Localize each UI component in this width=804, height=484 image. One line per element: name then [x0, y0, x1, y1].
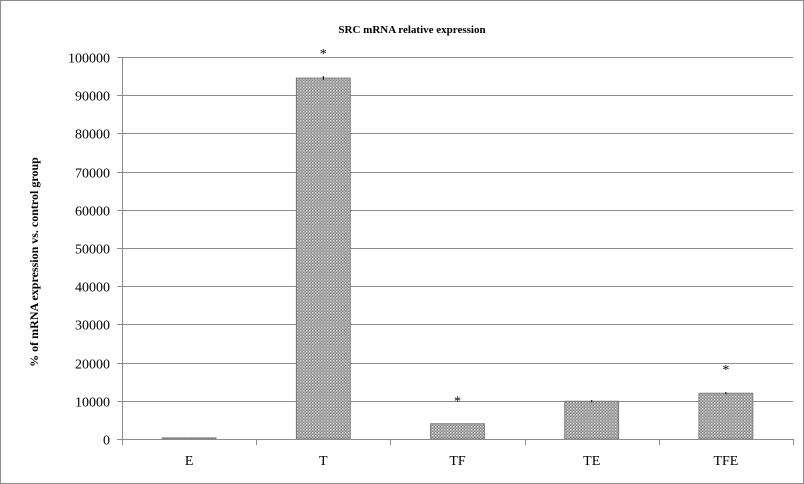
y-tick-label: 90000: [75, 90, 110, 105]
bar-t: [295, 77, 351, 440]
y-tick-label: 70000: [75, 167, 110, 182]
bars: [161, 76, 754, 440]
significance-marker: *: [454, 395, 461, 410]
y-tick-label: 80000: [75, 128, 110, 143]
significance-marker: *: [722, 363, 729, 378]
y-tick-label: 40000: [75, 281, 110, 296]
y-tick-label: 0: [103, 434, 110, 449]
grid-lines: [122, 57, 793, 402]
x-tick-label: TFE: [713, 454, 738, 469]
x-tick-label: E: [185, 454, 194, 469]
significance-marker: *: [320, 47, 327, 62]
y-tick-label: 50000: [75, 243, 110, 258]
x-tick-label: TE: [583, 454, 600, 469]
bar-e: [161, 437, 217, 440]
annotations: * * *: [320, 47, 730, 410]
y-tick-label: 30000: [75, 319, 110, 334]
y-tick-label: 20000: [75, 358, 110, 373]
bar-te: [564, 400, 620, 440]
y-tick-label: 100000: [68, 52, 110, 67]
chart-title: SRC mRNA relative expression: [338, 24, 485, 36]
x-tick-label: TF: [449, 454, 466, 469]
y-tick-label: 60000: [75, 205, 110, 220]
y-axis-label: % of mRNA expression vs. control group: [27, 157, 41, 367]
x-tick-label: T: [319, 454, 328, 469]
y-axis-ticks: 0 10000 20000 30000 40000 50000 60000 70000 8000…: [68, 52, 122, 449]
x-axis-ticks: E T TF TE TFE: [122, 439, 794, 469]
y-tick-label: 10000: [75, 396, 110, 411]
axes: [122, 57, 793, 440]
bar-tf: [430, 423, 485, 440]
bar-tfe: [698, 392, 754, 440]
